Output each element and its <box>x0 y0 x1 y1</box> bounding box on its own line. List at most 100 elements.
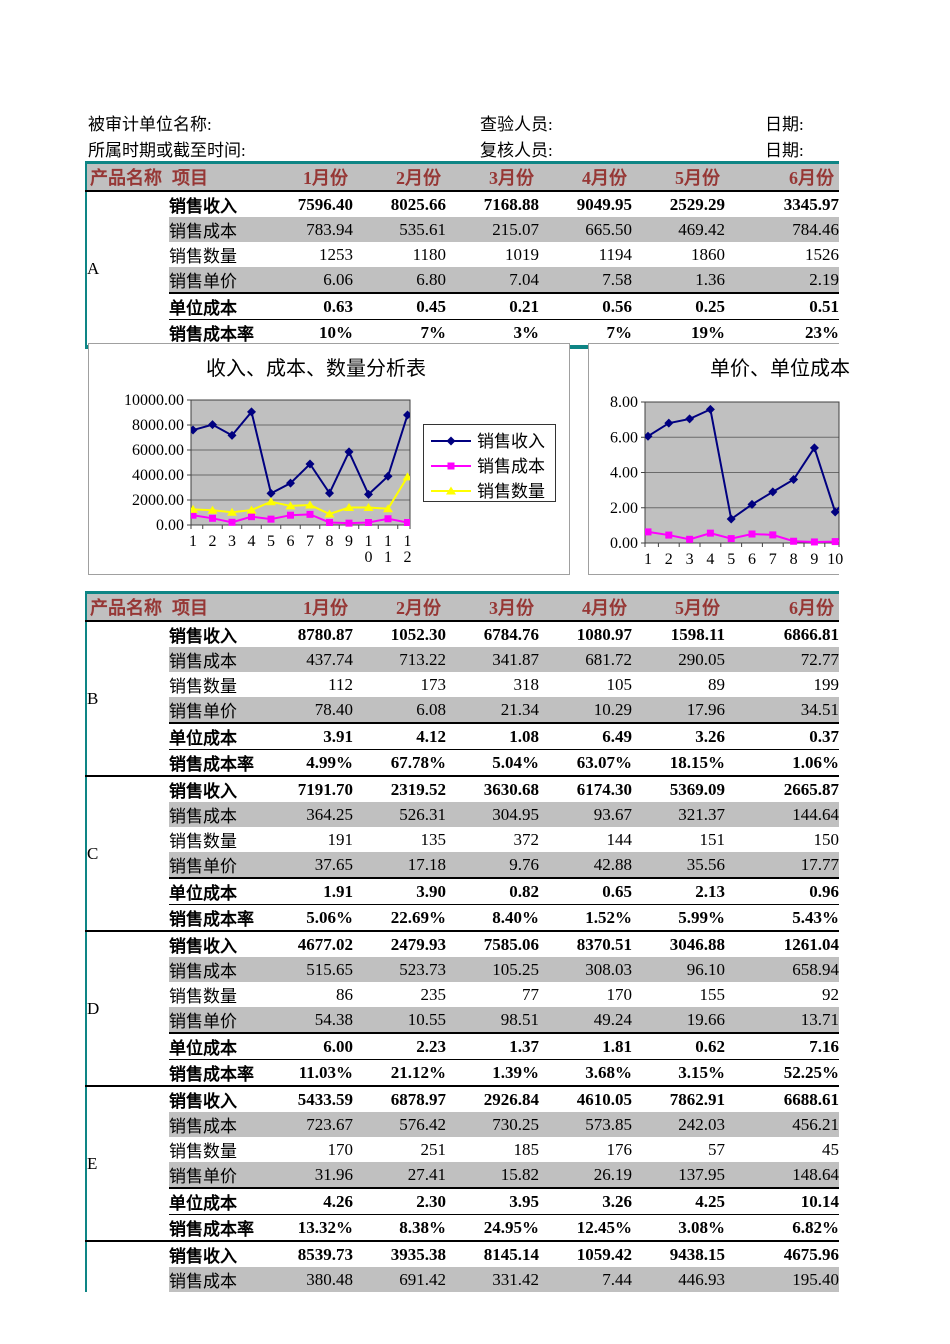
value-cell[interactable]: 19.66 <box>632 1007 725 1034</box>
value-cell[interactable]: 0.51 <box>725 293 839 320</box>
value-cell[interactable]: 2926.84 <box>483 1089 539 1109</box>
row-label-cell[interactable]: 销售成本 <box>169 802 259 827</box>
value-cell[interactable]: 1019 <box>505 244 539 264</box>
value-cell[interactable]: 10.29 <box>539 697 632 724</box>
value-cell[interactable]: 0.96 <box>725 878 839 905</box>
value-cell[interactable]: 105 <box>606 674 633 694</box>
value-cell[interactable]: 691.42 <box>353 1267 446 1292</box>
value-cell[interactable]: 21.34 <box>446 697 539 724</box>
row-label-cell[interactable]: 单位成本 <box>169 878 259 905</box>
value-cell[interactable]: 3345.97 <box>783 194 839 214</box>
value-cell[interactable]: 22.69% <box>353 904 446 932</box>
value-cell[interactable]: 4610.05 <box>576 1089 632 1109</box>
column-header[interactable]: 6月份 <box>725 592 839 622</box>
value-cell[interactable]: 144 <box>606 829 633 849</box>
value-cell[interactable]: 0.45 <box>353 293 446 320</box>
value-cell[interactable]: 17.77 <box>725 852 839 879</box>
value-cell[interactable]: 364.25 <box>259 802 353 827</box>
value-cell[interactable]: 12.45% <box>539 1214 632 1242</box>
value-cell[interactable]: 170 <box>606 984 633 1004</box>
value-cell[interactable]: 1598.11 <box>670 624 725 644</box>
value-cell[interactable]: 151 <box>699 829 726 849</box>
column-header[interactable]: 5月份 <box>632 592 725 622</box>
value-cell[interactable]: 1261.04 <box>783 934 839 954</box>
value-cell[interactable]: 681.72 <box>539 647 632 672</box>
value-cell[interactable]: 173 <box>420 674 447 694</box>
value-cell[interactable]: 1.06% <box>725 749 839 777</box>
reviewer-label[interactable]: 复核人员: <box>480 141 553 160</box>
value-cell[interactable]: 1860 <box>691 244 725 264</box>
value-cell[interactable]: 191 <box>327 829 354 849</box>
value-cell[interactable]: 665.50 <box>539 217 632 242</box>
value-cell[interactable]: 24.95% <box>446 1214 539 1242</box>
column-header[interactable]: 1月份 <box>259 162 353 192</box>
row-label-cell[interactable]: 销售成本 <box>169 647 259 672</box>
value-cell[interactable]: 6174.30 <box>576 779 632 799</box>
value-cell[interactable]: 6.80 <box>353 267 446 294</box>
product-name-cell[interactable]: D <box>86 931 169 1087</box>
value-cell[interactable]: 304.95 <box>446 802 539 827</box>
revenue-cost-qty-chart[interactable]: 收入、成本、数量分析表 10000.00 8000.00 6000.00 4000.00… <box>88 343 570 580</box>
value-cell[interactable]: 5.43% <box>725 904 839 932</box>
value-cell[interactable]: 723.67 <box>259 1112 353 1137</box>
value-cell[interactable]: 2.13 <box>632 878 725 905</box>
value-cell[interactable]: 3.08% <box>632 1214 725 1242</box>
value-cell[interactable]: 446.93 <box>632 1267 725 1292</box>
row-label-cell[interactable]: 销售成本 <box>169 957 259 982</box>
value-cell[interactable]: 1.36 <box>632 267 725 294</box>
row-label-cell[interactable]: 销售单价 <box>169 697 259 724</box>
value-cell[interactable]: 176 <box>606 1139 633 1159</box>
row-label-cell[interactable]: 销售单价 <box>169 1162 259 1189</box>
value-cell[interactable]: 112 <box>328 674 353 694</box>
value-cell[interactable]: 195.40 <box>725 1267 839 1292</box>
value-cell[interactable]: 96.10 <box>632 957 725 982</box>
row-label-cell[interactable]: 销售单价 <box>169 852 259 879</box>
value-cell[interactable]: 784.46 <box>725 217 839 242</box>
value-cell[interactable]: 2665.87 <box>783 779 839 799</box>
value-cell[interactable]: 4677.02 <box>297 934 353 954</box>
value-cell[interactable]: 372 <box>513 829 540 849</box>
row-label-cell[interactable]: 销售收入 <box>169 782 237 801</box>
value-cell[interactable]: 77 <box>522 984 539 1004</box>
value-cell[interactable]: 3.90 <box>353 878 446 905</box>
value-cell[interactable]: 515.65 <box>259 957 353 982</box>
value-cell[interactable]: 3.68% <box>539 1059 632 1087</box>
value-cell[interactable]: 456.21 <box>725 1112 839 1137</box>
value-cell[interactable]: 5433.59 <box>297 1089 353 1109</box>
row-label-cell[interactable]: 单位成本 <box>169 1188 259 1215</box>
value-cell[interactable]: 8025.66 <box>390 194 446 214</box>
value-cell[interactable]: 5.04% <box>446 749 539 777</box>
value-cell[interactable]: 1180 <box>412 244 446 264</box>
row-label-cell[interactable]: 单位成本 <box>169 293 259 320</box>
product-name-cell[interactable]: E <box>86 1086 169 1242</box>
value-cell[interactable]: 331.42 <box>446 1267 539 1292</box>
column-header[interactable]: 2月份 <box>353 162 446 192</box>
value-cell[interactable]: 7862.91 <box>669 1089 725 1109</box>
row-label-cell[interactable]: 销售收入 <box>169 937 237 956</box>
column-header[interactable]: 产品名称 <box>86 592 169 622</box>
value-cell[interactable]: 148.64 <box>725 1162 839 1189</box>
product-name-cell[interactable]: A <box>86 191 169 348</box>
value-cell[interactable]: 6.82% <box>725 1214 839 1242</box>
value-cell[interactable]: 34.51 <box>725 697 839 724</box>
value-cell[interactable]: 9049.95 <box>576 194 632 214</box>
value-cell[interactable]: 658.94 <box>725 957 839 982</box>
value-cell[interactable]: 0.21 <box>446 293 539 320</box>
value-cell[interactable]: 242.03 <box>632 1112 725 1137</box>
value-cell[interactable]: 6.06 <box>259 267 353 294</box>
value-cell[interactable]: 469.42 <box>632 217 725 242</box>
unitprice-unitcost-chart[interactable]: 单价、单位成本 8.00 6.00 4.00 2.00 0.00 1 2 3 4 5 6 7 8 9 10 <box>588 343 950 594</box>
value-cell[interactable]: 31.96 <box>259 1162 353 1189</box>
column-header[interactable]: 2月份 <box>353 592 446 622</box>
value-cell[interactable]: 37.65 <box>259 852 353 879</box>
row-label-cell[interactable]: 销售收入 <box>169 627 237 646</box>
value-cell[interactable]: 3630.68 <box>483 779 539 799</box>
value-cell[interactable]: 290.05 <box>632 647 725 672</box>
value-cell[interactable]: 9.76 <box>446 852 539 879</box>
value-cell[interactable]: 308.03 <box>539 957 632 982</box>
value-cell[interactable]: 7585.06 <box>483 934 539 954</box>
inspector-label[interactable]: 查验人员: <box>480 115 553 134</box>
value-cell[interactable]: 17.96 <box>632 697 725 724</box>
value-cell[interactable]: 3.91 <box>259 723 353 750</box>
value-cell[interactable]: 1080.97 <box>576 624 632 644</box>
